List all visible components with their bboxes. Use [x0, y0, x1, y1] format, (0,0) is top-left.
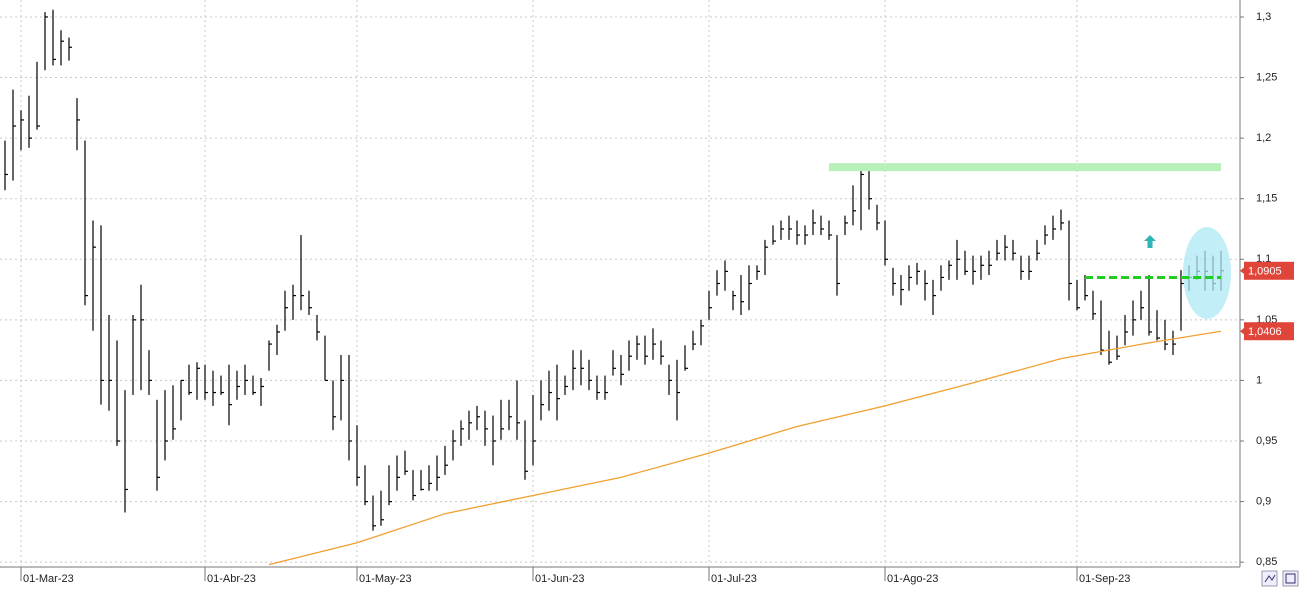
overlay-layer: 1,0905 1,0406	[829, 163, 1294, 341]
zoom-icon	[1264, 574, 1276, 583]
y-tick-label: 1,2	[1256, 132, 1271, 144]
grid-layer: 0,850,90,9511,051,11,151,21,251,301-Mar-…	[0, 0, 1277, 585]
price-label-box	[1244, 261, 1294, 280]
x-tick-label: 01-Jun-23	[535, 573, 585, 585]
price-label-pointer	[1240, 327, 1245, 336]
price-label: 1,0905	[1248, 266, 1282, 278]
save-button[interactable]	[1282, 570, 1299, 587]
y-tick-label: 1	[1256, 374, 1262, 386]
y-tick-label: 0,95	[1256, 435, 1277, 447]
save-icon	[1285, 573, 1296, 584]
x-tick-label: 01-Mar-23	[23, 573, 74, 585]
up-arrow	[1144, 235, 1156, 248]
y-tick-label: 1,3	[1256, 11, 1271, 23]
zoom-button[interactable]	[1261, 570, 1278, 587]
highlight-ellipse	[1183, 227, 1231, 319]
y-tick-label: 1,15	[1256, 193, 1277, 205]
x-tick-label: 01-Ago-23	[887, 573, 938, 585]
y-tick-label: 1,25	[1256, 71, 1277, 83]
marks-layer	[4, 9, 1224, 566]
x-tick-label: 01-Jul-23	[711, 573, 757, 585]
x-tick-label: 01-Sep-23	[1079, 573, 1130, 585]
x-tick-label: 01-May-23	[359, 573, 412, 585]
resistance-band	[829, 163, 1221, 172]
price-label-box	[1244, 322, 1294, 341]
price-label: 1,0406	[1248, 326, 1282, 338]
moving-average-line	[268, 330, 1222, 566]
y-tick-label: 0,9	[1256, 495, 1271, 507]
price-label-pointer	[1240, 266, 1245, 275]
x-tick-label: 01-Abr-23	[207, 573, 256, 585]
y-tick-label: 0,85	[1256, 556, 1277, 568]
